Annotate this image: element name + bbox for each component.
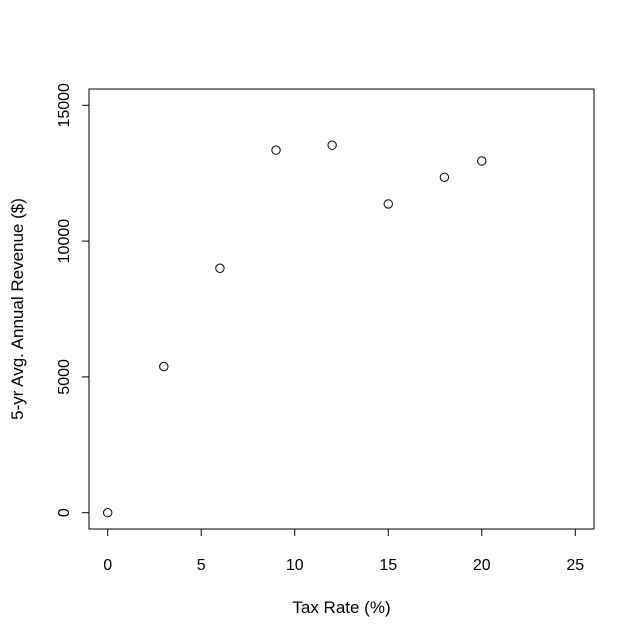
- data-point: [159, 361, 169, 372]
- data-point: [327, 140, 337, 150]
- y-tick-label: 0: [56, 508, 73, 517]
- x-tick-label: 0: [103, 557, 112, 574]
- y-axis-label: 5-yr Avg. Annual Revenue ($): [8, 198, 27, 420]
- x-axis: 0 5 10 15 20 25: [103, 528, 584, 574]
- x-tick-label: 20: [473, 557, 491, 574]
- data-point: [383, 199, 393, 209]
- y-tick-label: 10000: [56, 219, 73, 264]
- x-tick-label: 5: [197, 557, 206, 574]
- data-point: [477, 156, 487, 166]
- data-point: [103, 508, 113, 518]
- x-tick-label: 15: [379, 557, 397, 574]
- data-point: [215, 263, 225, 273]
- y-tick-label: 5000: [56, 359, 73, 395]
- plot-frame: [88, 88, 595, 530]
- y-axis: 0 5000 10000 15000: [56, 83, 90, 517]
- x-tick-label: 25: [566, 557, 584, 574]
- data-point: [439, 172, 450, 182]
- y-tick-label: 15000: [56, 83, 73, 128]
- data-points: [103, 140, 487, 518]
- x-tick-label: 10: [286, 557, 304, 574]
- x-axis-label: Tax Rate (%): [292, 598, 390, 617]
- data-point: [271, 145, 281, 155]
